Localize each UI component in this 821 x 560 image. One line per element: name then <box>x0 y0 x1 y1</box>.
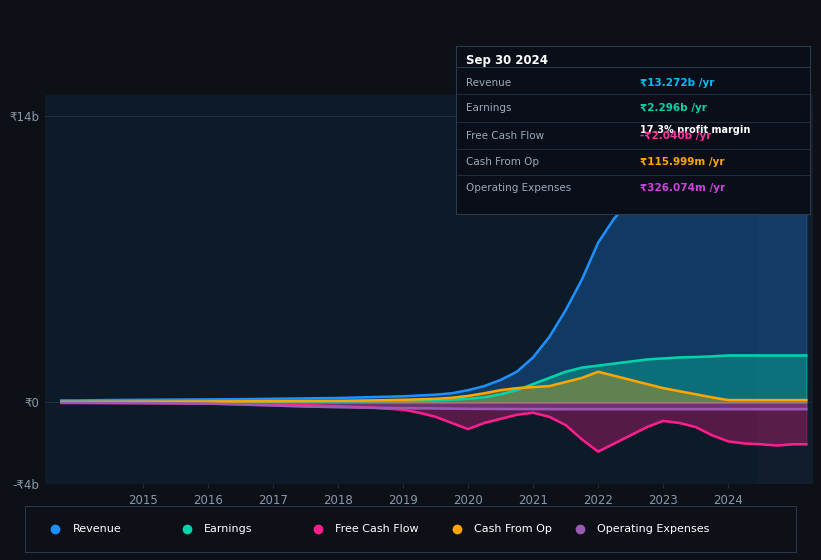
Text: Operating Expenses: Operating Expenses <box>466 183 571 193</box>
Text: ₹115.999m /yr: ₹115.999m /yr <box>640 157 725 166</box>
Text: Earnings: Earnings <box>466 103 511 113</box>
Text: Cash From Op: Cash From Op <box>474 524 552 534</box>
Text: Revenue: Revenue <box>72 524 122 534</box>
Text: ₹326.074m /yr: ₹326.074m /yr <box>640 183 725 193</box>
Text: ₹2.296b /yr: ₹2.296b /yr <box>640 103 707 113</box>
Text: -₹2.040b /yr: -₹2.040b /yr <box>640 130 712 141</box>
Text: Operating Expenses: Operating Expenses <box>597 524 709 534</box>
Text: 17.3% profit margin: 17.3% profit margin <box>640 125 750 134</box>
Text: ₹13.272b /yr: ₹13.272b /yr <box>640 78 714 88</box>
Bar <box>758 95 813 484</box>
Text: Cash From Op: Cash From Op <box>466 157 539 166</box>
Text: Free Cash Flow: Free Cash Flow <box>335 524 419 534</box>
Text: Earnings: Earnings <box>204 524 252 534</box>
Text: Revenue: Revenue <box>466 78 511 88</box>
Text: Free Cash Flow: Free Cash Flow <box>466 130 544 141</box>
Text: Sep 30 2024: Sep 30 2024 <box>466 54 548 67</box>
